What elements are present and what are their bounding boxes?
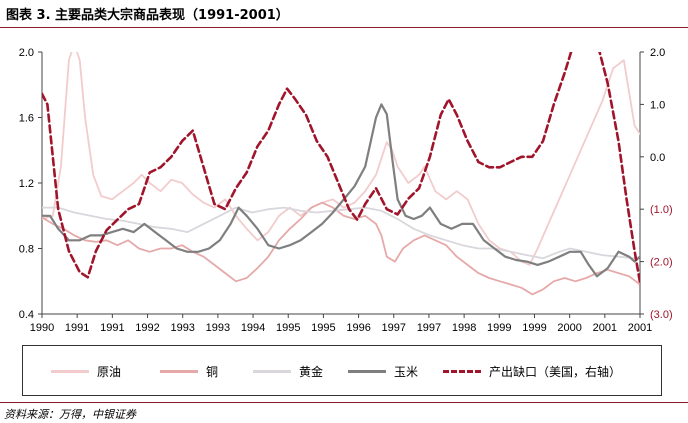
x-tick-label: 1997 xyxy=(382,322,406,334)
x-tick-label: 1995 xyxy=(276,322,300,334)
legend-swatch-corn xyxy=(348,369,386,373)
x-tick-label: 1998 xyxy=(452,322,476,334)
tick-labels: 0.4 0.8 1.2 1.6 2.0 (3.0) (2.0) (1.0) 0.0 1.0 2.0 1… xyxy=(19,47,673,334)
series-line-gold xyxy=(42,206,640,260)
x-tick-label: 1991 xyxy=(100,322,124,334)
series-layer xyxy=(42,52,640,296)
figure-title: 图表 3. 主要品类大宗商品表现（1991-2001） xyxy=(6,8,289,23)
x-tick-label: 1994 xyxy=(241,322,265,334)
source-note: 资料来源：万得，中银证券 xyxy=(4,408,136,421)
right-tick-label: 1.0 xyxy=(650,99,665,111)
source-rule xyxy=(0,402,688,403)
x-tick-label: 1996 xyxy=(346,322,370,334)
x-tick-label: 1997 xyxy=(417,322,441,334)
x-tick-label: 2000 xyxy=(557,322,581,334)
x-tick-label: 1992 xyxy=(135,322,159,334)
x-tick-label: 2001 xyxy=(628,322,652,334)
series-line-corn xyxy=(42,103,640,278)
legend-label-copper: 铜 xyxy=(206,364,219,379)
x-tick-label: 1993 xyxy=(206,322,230,334)
legend-item-gold: 黄金 xyxy=(253,362,323,380)
x-tick-label: 1999 xyxy=(487,322,511,334)
legend-label-gold: 黄金 xyxy=(299,364,324,379)
left-tick-label: 2.0 xyxy=(19,47,34,59)
legend-swatch-copper xyxy=(160,369,198,373)
left-tick-label: 1.2 xyxy=(19,178,34,190)
x-tick-label: 1993 xyxy=(170,322,194,334)
chart-axes xyxy=(38,51,644,318)
right-tick-label: 2.0 xyxy=(650,47,665,59)
left-tick-label: 1.6 xyxy=(19,113,34,125)
legend-swatch-gold xyxy=(253,369,291,373)
x-tick-label: 1991 xyxy=(65,322,89,334)
series-line-gap xyxy=(42,52,640,287)
series-line-copper xyxy=(42,201,640,296)
right-tick-label: (1.0) xyxy=(650,204,673,216)
right-tick-label: 0.0 xyxy=(650,152,665,164)
legend-item-copper: 铜 xyxy=(160,362,218,380)
x-tick-label: 1995 xyxy=(311,322,335,334)
legend-label-gap: 产出缺口（美国，右轴） xyxy=(489,364,622,379)
title-rule xyxy=(0,27,688,28)
right-tick-label: (2.0) xyxy=(650,257,673,269)
legend-label-crude: 原油 xyxy=(97,364,122,379)
legend: 原油 铜 黄金 玉米 产出缺口（美国，右轴） xyxy=(22,345,662,396)
legend-item-corn: 玉米 xyxy=(348,362,418,380)
right-tick-label: (3.0) xyxy=(650,309,673,321)
x-tick-label: 1999 xyxy=(522,322,546,334)
legend-item-gap: 产出缺口（美国，右轴） xyxy=(443,362,621,380)
commodity-chart: 0.4 0.8 1.2 1.6 2.0 (3.0) (2.0) (1.0) 0.0 1.0 2.0 1… xyxy=(19,47,673,334)
legend-swatch-crude xyxy=(51,369,89,373)
left-tick-label: 0.4 xyxy=(19,309,34,321)
series-line-crude xyxy=(42,52,640,266)
x-tick-label: 1990 xyxy=(30,322,54,334)
legend-label-corn: 玉米 xyxy=(394,364,419,379)
legend-swatch-gap xyxy=(443,369,481,373)
legend-item-crude: 原油 xyxy=(51,362,121,380)
x-tick-label: 2001 xyxy=(593,322,617,334)
left-tick-label: 0.8 xyxy=(19,244,34,256)
